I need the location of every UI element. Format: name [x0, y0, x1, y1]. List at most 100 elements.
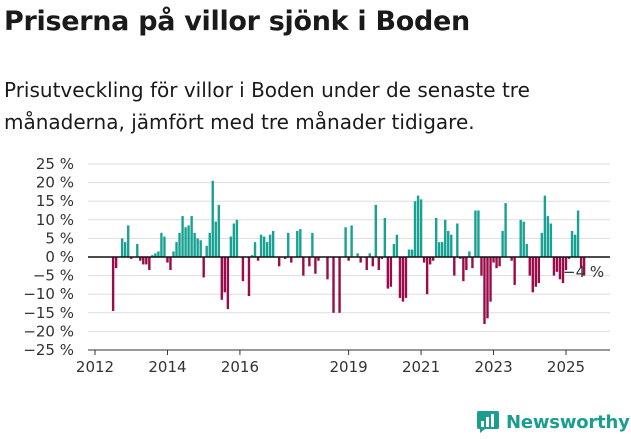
- bar: [392, 243, 396, 257]
- bar: [287, 232, 290, 257]
- bar: [395, 234, 399, 257]
- bar: [250, 255, 254, 257]
- bar: [139, 257, 142, 261]
- bar: [356, 253, 359, 257]
- bar: [407, 249, 411, 257]
- bar: [265, 242, 269, 257]
- bar: [389, 257, 393, 287]
- y-tick-label: −5 %: [33, 267, 74, 285]
- bar: [416, 195, 420, 257]
- bar: [546, 216, 550, 257]
- bar: [564, 257, 568, 271]
- bar: [136, 243, 139, 257]
- bar: [582, 257, 586, 276]
- bar: [277, 257, 281, 267]
- bar: [160, 232, 163, 257]
- bar: [253, 242, 257, 257]
- bar: [259, 234, 263, 257]
- y-axis-ticks: −25 %−20 %−15 %−10 %−5 %0 %5 %10 %15 %20…: [23, 155, 74, 359]
- bar: [534, 257, 538, 287]
- bar: [489, 257, 492, 302]
- newsworthy-logo-icon: [477, 411, 499, 433]
- bar: [570, 230, 574, 257]
- chart-title: Priserna på villor sjönk i Boden: [4, 6, 470, 37]
- bar: [208, 232, 211, 257]
- y-tick-label: 10 %: [36, 211, 74, 229]
- bar: [169, 257, 172, 271]
- bar: [308, 257, 311, 267]
- bar: [193, 232, 196, 257]
- brand-name: Newsworthy: [506, 411, 630, 433]
- bar: [422, 257, 426, 263]
- bar: [552, 257, 556, 276]
- bar: [181, 216, 184, 257]
- bar: [380, 257, 384, 259]
- bar: [447, 230, 450, 257]
- x-tick-label: 2014: [148, 358, 186, 376]
- bar: [229, 236, 233, 257]
- bar: [492, 257, 495, 263]
- bar: [157, 251, 160, 257]
- bar: [223, 257, 227, 293]
- bar: [465, 257, 468, 271]
- bar: [522, 221, 525, 257]
- bar: [531, 257, 534, 293]
- bar: [217, 204, 220, 257]
- bar: [459, 257, 462, 259]
- bar: [163, 236, 166, 257]
- bar: [425, 257, 429, 295]
- x-tick-label: 2021: [402, 358, 440, 376]
- bar: [486, 257, 489, 319]
- bar: [474, 210, 477, 257]
- bar: [410, 249, 414, 257]
- bar: [241, 257, 245, 282]
- bar: [413, 201, 417, 257]
- bar: [172, 251, 175, 257]
- bar: [317, 257, 320, 261]
- bar: [127, 225, 130, 257]
- bar: [383, 217, 387, 257]
- bar: [543, 195, 547, 257]
- bar: [498, 257, 501, 267]
- bar: [284, 257, 287, 259]
- bar: [154, 253, 157, 257]
- bar: [567, 257, 571, 259]
- bar: [347, 257, 350, 261]
- bar: [338, 257, 341, 313]
- bar: [501, 230, 504, 257]
- y-tick-label: 15 %: [36, 192, 74, 210]
- bar: [220, 257, 224, 300]
- bar: [142, 257, 145, 265]
- bar: [468, 251, 471, 257]
- x-tick-label: 2019: [330, 358, 368, 376]
- bar: [398, 257, 402, 298]
- bar: [504, 203, 507, 257]
- bar: [483, 257, 486, 324]
- bar: [428, 257, 432, 265]
- bar: [247, 257, 251, 297]
- bar: [120, 238, 124, 257]
- newsworthy-logo: Newsworthy: [476, 408, 630, 436]
- bar: [326, 257, 329, 280]
- bar: [123, 242, 127, 257]
- bar: [558, 257, 562, 280]
- chart-subtitle: Prisutveckling för villor i Boden under …: [4, 78, 530, 134]
- bar: [202, 257, 205, 278]
- bar: [178, 232, 181, 257]
- bar: [441, 242, 444, 257]
- bar: [401, 257, 405, 302]
- bar: [540, 232, 544, 257]
- x-tick-label: 2016: [221, 358, 259, 376]
- bar: [471, 257, 474, 269]
- x-axis-ticks: 2012 2014 2016 2019 2021 2023 2025: [76, 350, 585, 376]
- y-tick-label: −10 %: [23, 285, 74, 303]
- y-tick-label: −15 %: [23, 304, 74, 322]
- bar: [184, 227, 187, 257]
- bar: [437, 242, 441, 257]
- bar: [450, 234, 453, 257]
- bar: [268, 234, 272, 257]
- bar: [332, 257, 335, 313]
- bars: [111, 180, 586, 324]
- bar: [434, 217, 438, 257]
- bar: [196, 238, 199, 257]
